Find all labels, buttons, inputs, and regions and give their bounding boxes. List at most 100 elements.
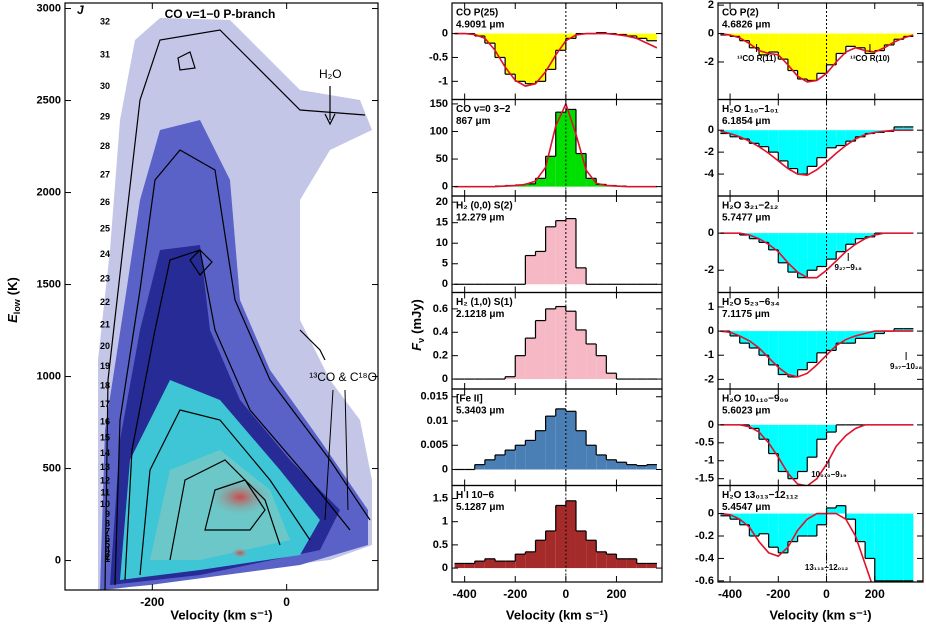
j-title: J <box>77 3 84 17</box>
bar <box>515 184 526 187</box>
bar <box>768 513 779 548</box>
bar <box>474 464 485 470</box>
bar <box>545 226 556 285</box>
bar <box>626 464 637 470</box>
bar <box>626 558 637 569</box>
bar <box>778 33 788 60</box>
bar <box>586 540 597 569</box>
bar <box>826 507 837 514</box>
line-label: H₂O 1₁₀−1₀₁ <box>722 104 778 115</box>
y-axis-label-unit: (K) <box>5 277 20 295</box>
line-wavelength: 5.4547 μm <box>722 502 770 513</box>
y-tick-label: 0.4 <box>433 326 449 338</box>
bar <box>749 33 759 48</box>
bar <box>884 513 895 581</box>
bar <box>555 112 566 187</box>
bar <box>565 218 576 285</box>
x-axis-label: Velocity (km s⁻¹) <box>769 607 871 622</box>
bar <box>778 130 788 161</box>
y-tick-label: 2500 <box>37 94 61 106</box>
bar <box>515 33 526 82</box>
line-label: CO P(25) <box>456 8 498 19</box>
bar <box>586 445 597 470</box>
x-axis-label: Velocity (km s⁻¹) <box>506 607 608 622</box>
bar <box>525 440 536 470</box>
bar <box>535 540 546 569</box>
bar <box>874 513 885 581</box>
bar <box>575 530 587 569</box>
bar <box>555 220 566 285</box>
y-tick-label: 10 <box>436 237 448 249</box>
bar <box>565 311 576 380</box>
bar <box>768 33 779 53</box>
y-tick-label: 3000 <box>37 2 61 14</box>
bar <box>596 355 607 380</box>
bar <box>535 33 546 82</box>
line-wavelength: 2.1218 μm <box>456 309 504 320</box>
j-level-label: 18 <box>100 380 110 390</box>
y-tick-label: 0 <box>55 554 61 566</box>
j-level-label: 21 <box>100 319 110 329</box>
j-level-label: 16 <box>100 416 110 426</box>
model-line <box>454 101 657 188</box>
y-tick-label: 500 <box>43 462 61 474</box>
bar <box>636 465 647 470</box>
bar <box>759 33 769 55</box>
line-label: H₂O 3₂₁−2₁₂ <box>722 201 778 212</box>
bar <box>565 33 576 39</box>
j-level-label: 30 <box>100 81 110 91</box>
bar <box>768 233 779 250</box>
line-label: [Fe II] <box>456 394 483 405</box>
bar <box>836 233 846 252</box>
bar <box>739 513 750 525</box>
bar <box>787 233 798 273</box>
line-label: H₂ (0,0) S(2) <box>456 201 513 212</box>
bar <box>903 126 914 131</box>
bar <box>845 33 856 47</box>
bar <box>807 331 817 363</box>
j-level-label: 5 <box>105 540 110 550</box>
j-level-label: 1 <box>105 554 110 564</box>
bar <box>759 331 769 356</box>
j-level-label: 14 <box>100 448 110 458</box>
bar <box>894 33 904 40</box>
line-label: H₂O 10₁₁₀−9₀₉ <box>722 394 789 405</box>
bar <box>836 130 846 146</box>
y-tick-label: 0.5 <box>433 539 448 551</box>
j-level-label: 10 <box>100 499 110 509</box>
bar <box>807 33 817 81</box>
annotation: 9₃₇−10₂₈ <box>890 362 922 371</box>
bar <box>797 424 808 472</box>
bar <box>787 130 798 169</box>
bar <box>484 459 496 470</box>
bar <box>545 308 556 380</box>
bar <box>845 130 856 142</box>
annotation: 10₀₁₀−9₁₉ <box>811 470 847 479</box>
bar <box>903 513 914 581</box>
frame <box>64 2 379 591</box>
y-axis-label-main: E <box>5 314 20 323</box>
bar <box>616 558 627 569</box>
y-tick-label: 0 <box>708 419 714 431</box>
bar <box>515 355 526 380</box>
y-tick-label: 0.2 <box>433 350 448 362</box>
bar <box>845 513 856 520</box>
bar <box>565 411 576 470</box>
model-line <box>720 512 873 582</box>
bar <box>807 424 817 458</box>
y-tick-label: 0.015 <box>420 391 448 403</box>
bar <box>525 183 536 187</box>
bar <box>816 130 827 158</box>
bar <box>606 373 617 380</box>
bar <box>836 33 846 54</box>
bar <box>884 33 895 45</box>
j-level-label: 20 <box>100 341 110 351</box>
annotation: H₂O <box>319 67 342 81</box>
line-label: CO P(2) <box>722 8 759 19</box>
y-axis-label: Fν (mJy) <box>409 299 426 351</box>
bar <box>778 424 788 472</box>
x-tick-label: 200 <box>865 587 885 601</box>
bar <box>816 513 827 525</box>
